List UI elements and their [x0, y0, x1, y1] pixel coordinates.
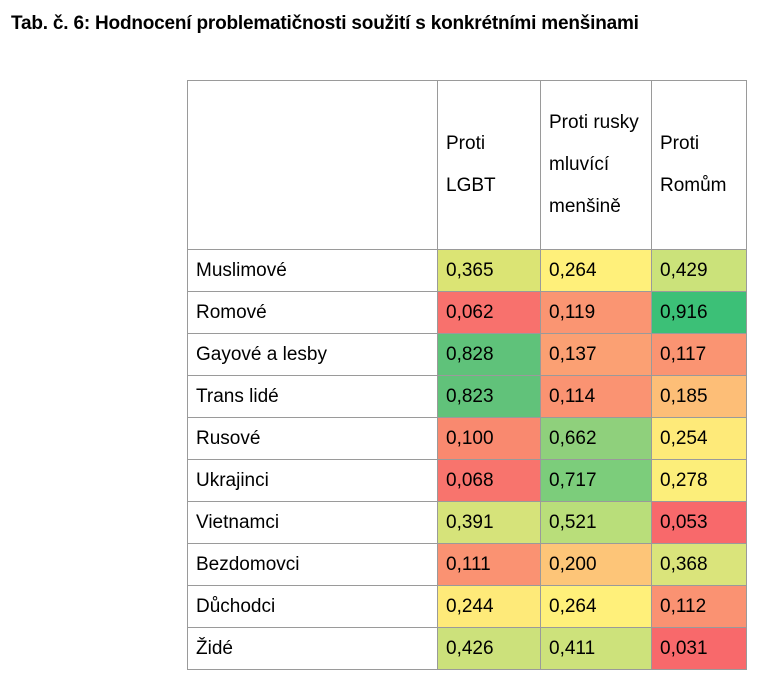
value-cell-lgbt: 0,391	[437, 501, 541, 544]
table-row: Bezdomovci 0,111 0,200 0,368	[187, 543, 747, 586]
table-row: Důchodci 0,244 0,264 0,112	[187, 585, 747, 628]
value-cell-roma: 0,185	[651, 375, 747, 418]
value-cell-roma: 0,053	[651, 501, 747, 544]
value-cell-russian-minority: 0,264	[540, 249, 652, 292]
value-cell-russian-minority: 0,264	[540, 585, 652, 628]
column-header-roma: Proti Romům	[651, 80, 747, 250]
value-cell-lgbt: 0,823	[437, 375, 541, 418]
row-label: Gayové a lesby	[187, 333, 438, 376]
row-label: Ukrajinci	[187, 459, 438, 502]
value-cell-roma: 0,117	[651, 333, 747, 376]
value-cell-lgbt: 0,365	[437, 249, 541, 292]
value-cell-lgbt: 0,100	[437, 417, 541, 460]
column-header-russian-minority: Proti rusky mluvící menšině	[540, 80, 652, 250]
value-cell-russian-minority: 0,137	[540, 333, 652, 376]
table-row: Ukrajinci 0,068 0,717 0,278	[187, 459, 747, 502]
table-row: Muslimové 0,365 0,264 0,429	[187, 249, 747, 292]
table-row: Židé 0,426 0,411 0,031	[187, 627, 747, 670]
table-row: Gayové a lesby 0,828 0,137 0,117	[187, 333, 747, 376]
header-row: Proti LGBT Proti rusky mluvící menšině P…	[187, 80, 747, 250]
value-cell-roma: 0,031	[651, 627, 747, 670]
row-label: Rusové	[187, 417, 438, 460]
row-label: Romové	[187, 291, 438, 334]
value-cell-russian-minority: 0,521	[540, 501, 652, 544]
table-row: Trans lidé 0,823 0,114 0,185	[187, 375, 747, 418]
value-cell-lgbt: 0,426	[437, 627, 541, 670]
row-label: Důchodci	[187, 585, 438, 628]
value-cell-russian-minority: 0,411	[540, 627, 652, 670]
row-label: Vietnamci	[187, 501, 438, 544]
row-label: Bezdomovci	[187, 543, 438, 586]
heatmap-table: Proti LGBT Proti rusky mluvící menšině P…	[187, 80, 747, 670]
value-cell-lgbt: 0,068	[437, 459, 541, 502]
value-cell-russian-minority: 0,119	[540, 291, 652, 334]
value-cell-lgbt: 0,111	[437, 543, 541, 586]
table-row: Vietnamci 0,391 0,521 0,053	[187, 501, 747, 544]
value-cell-russian-minority: 0,200	[540, 543, 652, 586]
value-cell-roma: 0,112	[651, 585, 747, 628]
value-cell-russian-minority: 0,114	[540, 375, 652, 418]
value-cell-roma: 0,916	[651, 291, 747, 334]
table-row: Romové 0,062 0,119 0,916	[187, 291, 747, 334]
value-cell-russian-minority: 0,717	[540, 459, 652, 502]
row-label: Muslimové	[187, 249, 438, 292]
row-label: Židé	[187, 627, 438, 670]
value-cell-roma: 0,368	[651, 543, 747, 586]
value-cell-roma: 0,278	[651, 459, 747, 502]
value-cell-roma: 0,429	[651, 249, 747, 292]
value-cell-roma: 0,254	[651, 417, 747, 460]
value-cell-lgbt: 0,062	[437, 291, 541, 334]
table-body: Muslimové 0,365 0,264 0,429 Romové 0,062 0,119…	[187, 249, 747, 670]
value-cell-lgbt: 0,244	[437, 585, 541, 628]
corner-header-cell	[187, 80, 438, 250]
value-cell-lgbt: 0,828	[437, 333, 541, 376]
table-caption: Tab. č. 6: Hodnocení problematičnosti so…	[11, 13, 639, 34]
column-header-lgbt: Proti LGBT	[437, 80, 541, 250]
value-cell-russian-minority: 0,662	[540, 417, 652, 460]
table-row: Rusové 0,100 0,662 0,254	[187, 417, 747, 460]
row-label: Trans lidé	[187, 375, 438, 418]
